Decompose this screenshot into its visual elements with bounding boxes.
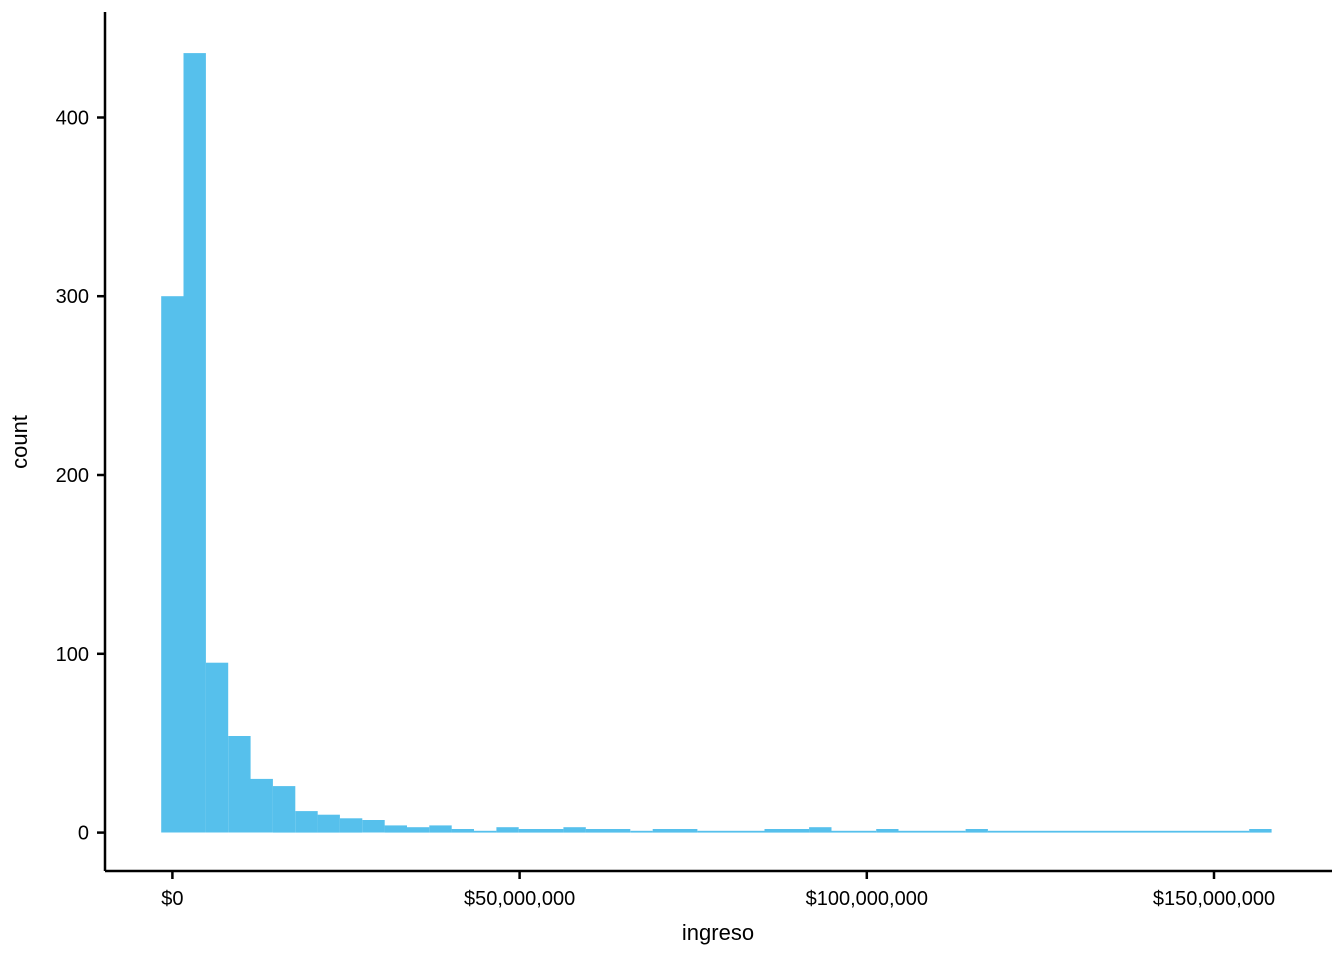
histogram-bar xyxy=(496,827,519,833)
histogram-bar xyxy=(474,830,497,833)
histogram-bar xyxy=(809,827,832,833)
histogram-bar xyxy=(1249,829,1272,833)
histogram-bar xyxy=(317,814,340,833)
x-tick-label: $150,000,000 xyxy=(1153,888,1275,910)
histogram-bar xyxy=(183,53,206,833)
histogram-bar xyxy=(295,811,318,833)
histogram-bar xyxy=(407,827,430,833)
histogram-bar xyxy=(161,296,184,833)
x-tick-label: $50,000,000 xyxy=(464,888,575,910)
histogram-bar xyxy=(272,786,296,833)
histogram-bar xyxy=(228,736,251,833)
histogram-bar xyxy=(339,818,363,833)
histogram-bar xyxy=(384,825,407,833)
histogram-bar xyxy=(630,830,653,833)
histogram-bar xyxy=(563,827,586,833)
histogram-bar xyxy=(205,662,229,833)
y-axis-title: count xyxy=(7,415,32,469)
y-tick-label: 100 xyxy=(56,644,89,666)
histogram-bar xyxy=(451,829,474,833)
histogram-bar xyxy=(898,830,966,833)
y-tick-label: 300 xyxy=(56,286,89,308)
bars-group xyxy=(161,53,1272,833)
y-tick-label: 0 xyxy=(78,823,89,845)
histogram-bar xyxy=(585,829,631,833)
y-axis: 0 100 200 300 400 xyxy=(56,12,107,871)
histogram-bar xyxy=(697,830,765,833)
x-axis: $0 $50,000,000 $100,000,000 $150,000,000 xyxy=(105,869,1332,910)
histogram-bar xyxy=(876,829,899,833)
histogram-bar xyxy=(965,829,988,833)
histogram-bar xyxy=(831,830,877,833)
histogram-bar xyxy=(250,778,273,833)
histogram-bar xyxy=(652,829,698,833)
x-tick-label: $100,000,000 xyxy=(806,888,928,910)
histogram-bar xyxy=(429,825,452,833)
histogram-bar xyxy=(764,829,810,833)
histogram-bar xyxy=(987,830,1250,833)
x-tick-label: $0 xyxy=(161,888,183,910)
y-tick-label: 200 xyxy=(56,465,89,487)
histogram-bar xyxy=(362,820,385,833)
x-axis-title: ingreso xyxy=(682,920,754,945)
y-tick-label: 400 xyxy=(56,108,89,130)
histogram-bar xyxy=(518,829,564,833)
